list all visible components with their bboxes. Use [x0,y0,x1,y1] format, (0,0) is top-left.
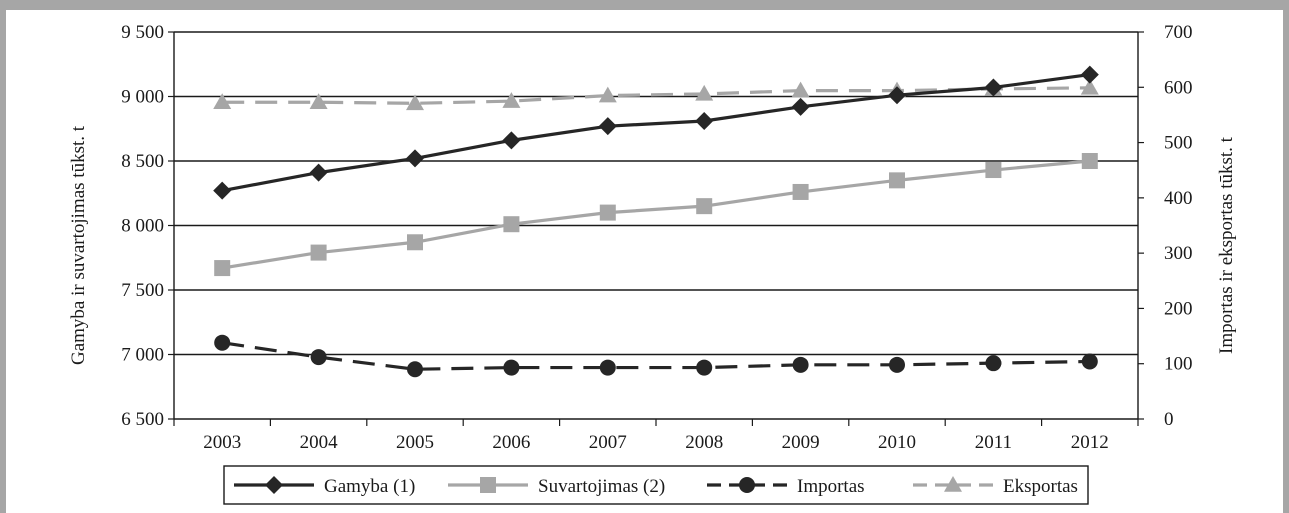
grid-lines [174,31,1138,356]
right-tick-label: 300 [1164,243,1193,264]
data-point-gamyba-1 [984,78,1003,97]
series-line-eksportas [222,86,1090,105]
data-point-gamyba-1 [695,112,714,131]
left-tick-label: 9 500 [121,22,164,43]
data-point-gamyba-1 [502,131,521,150]
data-point-importas [310,349,327,366]
axes: 6 500 7 000 7 500 8 000 8 500 9 000 9 500 0 100 2… [68,22,1237,453]
data-point-gamyba-1 [213,181,232,200]
legend: Gamyba (1) Suvartojimas (2) Importas Ekspor… [223,465,1089,505]
left-tick-label: 7 000 [121,345,164,366]
data-point-gamyba-1 [888,86,906,105]
legend-marker-suvartojimas-2 [480,477,496,493]
right-tick-label: 600 [1164,77,1193,98]
legend-label-eksportas: Eksportas [1003,476,1078,497]
data-point-gamyba-1 [406,149,424,168]
legend-marker-eksportas [944,476,962,492]
legend-marker-importas [739,477,755,493]
data-point-importas [985,355,1002,372]
right-tick-label: 700 [1164,22,1193,43]
left-tick-label: 9 000 [121,87,164,108]
series-line-gamyba-1 [221,72,1091,193]
data-point-suvartojimas-2 [214,260,231,277]
data-point-suvartojimas-2 [599,204,616,221]
data-point-importas [599,359,616,376]
x-tick-label: 2004 [300,432,339,453]
data-point-importas [889,356,905,373]
x-tick-label: 2003 [203,432,241,453]
data-point-gamyba-1 [309,163,328,182]
data-point-importas [792,356,809,373]
left-axis-title: Gamyba ir suvartojimas tūkst. t [68,125,89,365]
data-point-eksportas [598,86,617,103]
data-point-eksportas [213,93,232,109]
legend-label-gamyba-1: Gamyba (1) [324,476,415,497]
left-tick-label: 7 500 [121,280,164,301]
x-tick-label: 2012 [1071,432,1109,453]
data-point-eksportas [791,81,810,98]
data-point-eksportas [1080,78,1099,95]
data-point-importas [503,359,520,376]
legend-marker-gamyba-1 [265,476,283,494]
series-line-suvartojimas-2 [221,159,1090,270]
data-point-importas [214,334,231,351]
x-tick-label: 2007 [589,432,627,453]
right-tick-label: 0 [1164,409,1174,430]
data-point-suvartojimas-2 [889,172,905,189]
data-point-suvartojimas-2 [310,244,327,261]
data-point-suvartojimas-2 [407,234,423,251]
left-tick-label: 8 000 [121,216,164,237]
data-point-suvartojimas-2 [792,183,809,200]
data-point-importas [696,359,713,376]
data-point-gamyba-1 [1080,65,1099,84]
x-tick-label: 2011 [975,432,1012,453]
right-tick-label: 200 [1164,298,1193,319]
series-lines [213,65,1099,378]
data-point-gamyba-1 [791,97,810,116]
data-point-importas [407,361,423,378]
x-tick-label: 2009 [782,432,820,453]
right-tick-label: 100 [1164,354,1193,375]
data-point-eksportas [695,84,714,101]
x-tick-label: 2008 [685,432,723,453]
data-point-importas [1081,353,1098,370]
x-tick-label: 2005 [396,432,434,453]
right-axis-title: Importas ir eksportas tūkst. t [1216,136,1237,354]
data-point-suvartojimas-2 [985,162,1002,179]
x-tick-label: 2006 [492,432,530,453]
data-point-eksportas [406,94,424,111]
left-tick-label: 8 500 [121,151,164,172]
data-point-gamyba-1 [598,117,617,136]
legend-label-importas: Importas [797,476,865,497]
right-tick-label: 500 [1164,133,1193,154]
left-tick-label: 6 500 [121,409,164,430]
series-line-importas [221,341,1090,371]
data-point-suvartojimas-2 [1081,153,1098,169]
x-tick-label: 2010 [878,432,916,453]
data-point-suvartojimas-2 [503,216,520,233]
right-tick-label: 400 [1164,188,1193,209]
data-point-eksportas [502,92,521,108]
data-point-eksportas [309,93,328,109]
legend-label-suvartojimas-2: Suvartojimas (2) [538,476,665,497]
data-point-suvartojimas-2 [696,198,713,215]
